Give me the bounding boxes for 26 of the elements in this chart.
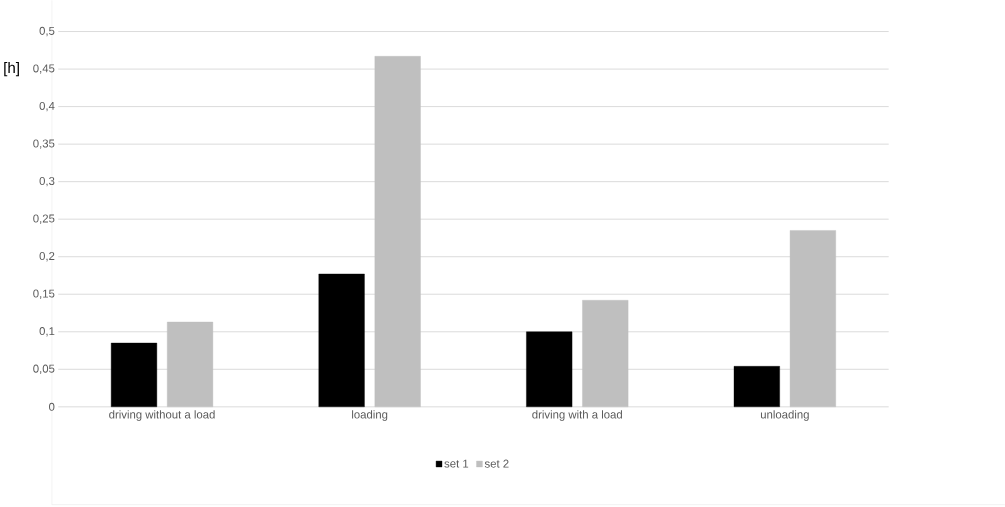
bar bbox=[167, 322, 214, 408]
y-tick-label: 0,5 bbox=[39, 27, 55, 37]
bar bbox=[110, 343, 158, 408]
x-tick-label: driving without a load bbox=[109, 410, 215, 421]
y-tick-label: 0,35 bbox=[33, 139, 55, 150]
legend-label: set 2 bbox=[484, 459, 509, 468]
bar bbox=[789, 230, 836, 408]
x-tick-label: unloading bbox=[760, 410, 809, 421]
y-tick-label: 0,45 bbox=[33, 64, 55, 74]
x-tick-label: loading bbox=[352, 410, 388, 421]
bar bbox=[318, 273, 365, 408]
y-tick-label: 0,25 bbox=[33, 214, 55, 225]
legend-label: set 1 bbox=[444, 459, 469, 468]
y-tick-label: 0,2 bbox=[39, 252, 55, 262]
y-tick-label: 0 bbox=[49, 403, 55, 412]
y-tick-label: 0,15 bbox=[33, 289, 55, 300]
bar bbox=[582, 300, 629, 408]
y-tick-label: 0,05 bbox=[33, 364, 55, 375]
y-tick-label: 0,1 bbox=[39, 327, 55, 337]
bar bbox=[374, 56, 421, 408]
bar bbox=[526, 331, 573, 408]
bar bbox=[733, 366, 780, 408]
y-tick-label: 0,3 bbox=[39, 177, 55, 187]
x-tick-label: driving with a load bbox=[532, 410, 622, 421]
y-axis-title: [h] bbox=[4, 62, 19, 77]
y-tick-label: 0,4 bbox=[39, 102, 55, 112]
